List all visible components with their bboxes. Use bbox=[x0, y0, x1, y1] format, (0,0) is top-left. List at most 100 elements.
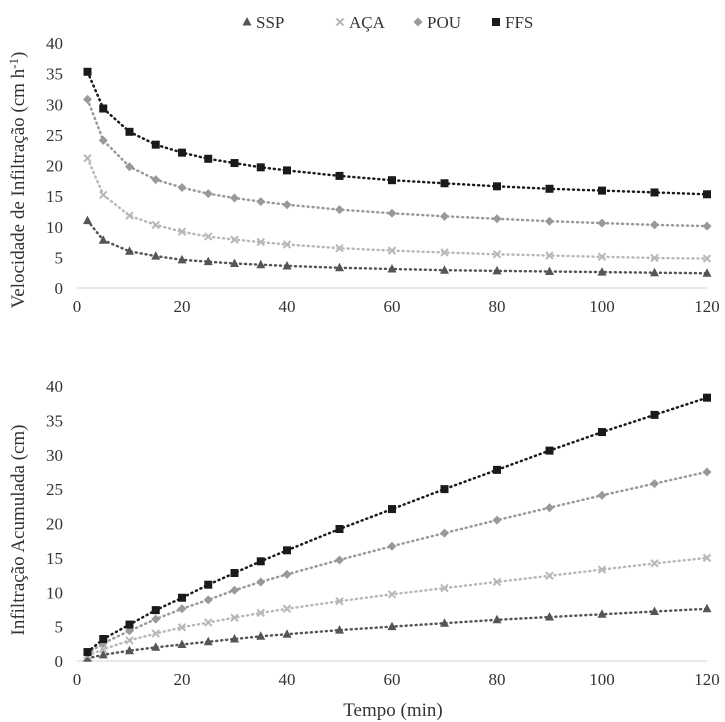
data-point bbox=[177, 623, 187, 632]
data-point bbox=[335, 171, 344, 180]
data-point bbox=[545, 612, 554, 621]
series-line bbox=[86, 98, 709, 228]
data-point bbox=[98, 235, 108, 244]
data-point bbox=[545, 216, 554, 226]
data-point bbox=[282, 240, 292, 249]
x-tick-label: 0 bbox=[73, 670, 82, 689]
data-point bbox=[83, 67, 92, 76]
legend-label: SSP bbox=[256, 13, 284, 32]
data-point bbox=[178, 593, 186, 602]
series-ssp bbox=[83, 215, 712, 277]
data-point bbox=[387, 208, 397, 218]
data-point bbox=[597, 252, 607, 261]
velocity-chart: 0 5 10 15 20 25 30 35 40 0 20 40 60 80 100 120 bbox=[46, 34, 720, 316]
x-tick-label: 20 bbox=[174, 297, 191, 316]
data-point bbox=[650, 479, 659, 489]
data-point bbox=[283, 166, 291, 175]
legend-label: POU bbox=[427, 13, 461, 32]
y-tick-label: 15 bbox=[46, 549, 63, 568]
y-tick-label: 10 bbox=[46, 218, 63, 237]
data-point bbox=[204, 580, 213, 589]
series-aça bbox=[83, 553, 712, 660]
data-point bbox=[203, 189, 213, 199]
data-point bbox=[230, 193, 239, 203]
data-point bbox=[204, 154, 213, 163]
data-point bbox=[125, 127, 134, 136]
series-line bbox=[86, 607, 709, 660]
data-point bbox=[282, 569, 292, 579]
data-point bbox=[83, 648, 92, 657]
data-point bbox=[151, 175, 161, 185]
data-point bbox=[335, 596, 344, 606]
data-point bbox=[98, 649, 108, 659]
data-point bbox=[492, 515, 502, 525]
data-point bbox=[492, 577, 502, 587]
data-point bbox=[256, 577, 266, 587]
legend-item-pou: POU bbox=[413, 13, 461, 32]
data-point bbox=[151, 220, 160, 230]
legend-item-ffs: FFS bbox=[492, 13, 533, 32]
data-point bbox=[440, 618, 449, 627]
y-tick-label: 35 bbox=[46, 411, 63, 430]
data-point bbox=[256, 557, 265, 566]
data-point bbox=[125, 620, 134, 629]
y-tick-label: 35 bbox=[46, 65, 63, 84]
data-point bbox=[230, 569, 239, 577]
data-point bbox=[230, 159, 239, 168]
data-point bbox=[203, 636, 213, 646]
data-point bbox=[335, 555, 344, 565]
data-point bbox=[493, 182, 501, 191]
data-point bbox=[177, 639, 187, 648]
data-point bbox=[702, 268, 712, 277]
data-point bbox=[387, 264, 397, 273]
data-point bbox=[492, 614, 502, 624]
data-point bbox=[650, 410, 659, 419]
data-point bbox=[282, 629, 292, 638]
x-tick-label: 80 bbox=[489, 297, 506, 316]
data-point bbox=[650, 220, 659, 230]
data-point bbox=[650, 267, 659, 277]
data-point bbox=[703, 393, 711, 402]
y-tick-label: 10 bbox=[46, 583, 63, 602]
data-point bbox=[597, 218, 607, 228]
y-tick-label: 20 bbox=[46, 515, 63, 534]
legend-marker-x bbox=[335, 17, 345, 27]
y-tick-label: 30 bbox=[46, 95, 63, 114]
data-point bbox=[256, 259, 266, 269]
data-point bbox=[151, 629, 160, 638]
y-tick-label: 25 bbox=[46, 480, 63, 499]
data-point bbox=[388, 505, 396, 514]
data-point bbox=[83, 153, 92, 163]
data-point bbox=[650, 188, 659, 197]
series-line bbox=[86, 219, 709, 275]
data-point bbox=[492, 265, 502, 275]
data-point bbox=[597, 267, 607, 276]
data-point bbox=[99, 635, 108, 643]
data-point bbox=[151, 140, 160, 149]
data-point bbox=[387, 246, 397, 255]
legend-marker-triangle bbox=[242, 17, 252, 26]
data-point bbox=[702, 221, 712, 231]
data-point bbox=[440, 583, 449, 593]
data-point bbox=[335, 205, 344, 215]
x-tick-label: 100 bbox=[589, 297, 615, 316]
data-point bbox=[702, 603, 712, 613]
series-pou bbox=[83, 467, 712, 658]
data-point bbox=[440, 248, 449, 257]
series-line bbox=[86, 156, 709, 260]
data-point bbox=[125, 211, 134, 220]
x-tick-label: 120 bbox=[694, 670, 720, 689]
y-tick-label: 0 bbox=[55, 652, 64, 671]
data-point bbox=[650, 606, 659, 615]
data-point bbox=[440, 265, 449, 274]
legend-label: AÇA bbox=[349, 13, 386, 32]
data-point bbox=[545, 503, 554, 513]
data-point bbox=[99, 104, 108, 113]
data-point bbox=[230, 634, 239, 643]
y-tick-label: 5 bbox=[55, 248, 64, 267]
x-tick-label: 40 bbox=[279, 670, 296, 689]
data-point bbox=[256, 197, 266, 207]
data-point bbox=[545, 184, 554, 193]
data-point bbox=[650, 559, 659, 568]
